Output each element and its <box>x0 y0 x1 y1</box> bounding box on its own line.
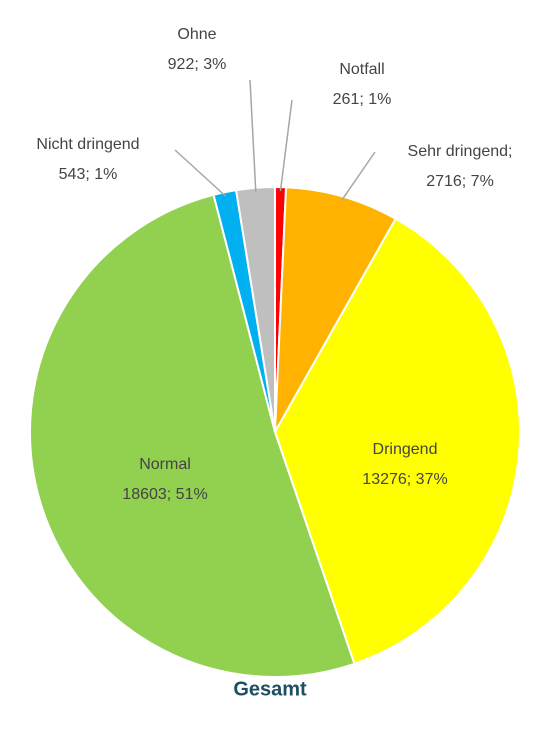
leader-line <box>341 151 376 201</box>
pie-slice <box>274 186 398 433</box>
data-label-category: Nicht dringend <box>36 136 139 153</box>
leader-line <box>174 149 227 197</box>
data-label-category: Ohne <box>177 26 216 43</box>
pie-slice <box>28 193 356 678</box>
data-label-value: 2716; 7% <box>426 173 494 190</box>
data-label-value: 922; 3% <box>168 56 227 73</box>
data-label-category: Normal <box>139 456 191 473</box>
data-label-value: 18603; 51% <box>122 486 207 503</box>
leader-line <box>279 99 293 192</box>
data-label-value: 13276; 37% <box>362 471 447 488</box>
chart-title: Gesamt <box>233 678 307 700</box>
data-label-value: 261; 1% <box>333 91 392 108</box>
pie-slice <box>273 217 521 666</box>
leader-line <box>249 79 257 192</box>
data-label-category: Notfall <box>339 61 384 78</box>
data-label-category: Sehr dringend; <box>408 143 513 160</box>
data-label-category: Dringend <box>373 441 438 458</box>
data-label-value: 543; 1% <box>59 166 118 183</box>
